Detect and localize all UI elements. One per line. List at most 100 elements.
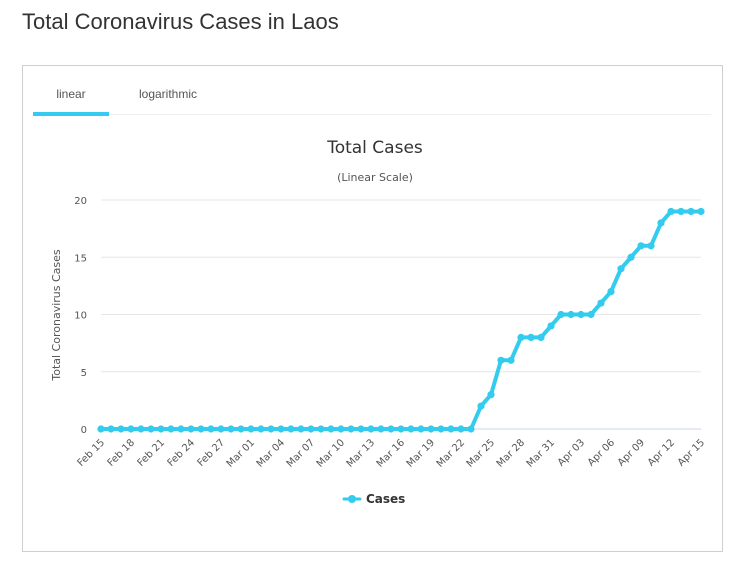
series-line[interactable] — [99, 209, 703, 431]
data-point[interactable] — [457, 425, 465, 433]
active-tab-indicator — [33, 112, 109, 116]
data-point[interactable] — [197, 425, 205, 433]
tab-logarithmic[interactable]: logarithmic — [136, 87, 200, 101]
y-tick-labels: 0 5 10 15 20 — [74, 196, 87, 436]
data-point[interactable] — [557, 310, 565, 319]
data-point[interactable] — [417, 425, 425, 433]
legend[interactable]: Cases — [342, 492, 405, 506]
data-point[interactable] — [297, 425, 305, 433]
chart-subtitle: (Linear Scale) — [337, 171, 413, 184]
data-point[interactable] — [617, 265, 625, 273]
data-point[interactable] — [537, 333, 545, 341]
data-point[interactable] — [667, 207, 675, 216]
data-point[interactable] — [267, 425, 275, 433]
y-axis-label: Total Coronavirus Cases — [50, 249, 63, 382]
data-point[interactable] — [447, 425, 455, 433]
data-point[interactable] — [127, 425, 135, 433]
scale-tabs: linear logarithmic — [33, 66, 711, 116]
x-tick-label: Feb 21 — [136, 437, 168, 469]
data-point[interactable] — [107, 425, 115, 433]
data-point[interactable] — [327, 425, 335, 433]
y-tick-label: 0 — [81, 425, 87, 436]
data-point[interactable] — [317, 425, 325, 433]
data-point[interactable] — [477, 402, 485, 410]
x-tick-label: Mar 25 — [465, 437, 497, 469]
data-point[interactable] — [377, 425, 385, 433]
data-point[interactable] — [597, 299, 605, 307]
data-point[interactable] — [547, 322, 555, 330]
x-tick-label: Mar 19 — [405, 437, 437, 469]
data-point[interactable] — [167, 425, 175, 433]
data-point[interactable] — [187, 425, 195, 433]
data-point[interactable] — [307, 425, 315, 433]
y-tick-label: 10 — [74, 311, 87, 322]
page-title: Total Coronavirus Cases in Laos — [22, 9, 339, 34]
x-tick-label: Feb 27 — [196, 437, 228, 469]
data-point[interactable] — [407, 425, 415, 433]
data-point[interactable] — [247, 425, 255, 433]
x-tick-label: Feb 24 — [166, 437, 198, 469]
data-point[interactable] — [427, 425, 435, 433]
data-point[interactable] — [497, 356, 505, 364]
data-point[interactable] — [177, 425, 185, 433]
x-tick-label: Apr 12 — [646, 437, 677, 468]
data-point[interactable] — [607, 288, 615, 296]
tab-linear[interactable]: linear — [33, 87, 109, 116]
y-tick-label: 20 — [74, 196, 87, 207]
x-tick-label: Mar 31 — [525, 437, 557, 469]
data-point[interactable] — [257, 425, 265, 433]
data-point[interactable] — [147, 425, 155, 433]
y-tick-label: 15 — [74, 253, 87, 264]
x-tick-label: Apr 06 — [586, 437, 617, 468]
data-point[interactable] — [437, 425, 445, 433]
data-point[interactable] — [367, 425, 375, 433]
data-point[interactable] — [287, 425, 295, 433]
data-point[interactable] — [647, 242, 655, 250]
data-point[interactable] — [567, 310, 575, 319]
x-tick-label: Mar 01 — [225, 437, 257, 469]
legend-marker-dot — [348, 495, 356, 503]
tab-logarithmic-label: logarithmic — [138, 87, 198, 101]
data-point[interactable] — [97, 425, 105, 433]
data-point[interactable] — [397, 425, 405, 433]
data-point[interactable] — [157, 425, 165, 433]
data-point[interactable] — [207, 425, 215, 433]
data-point[interactable] — [697, 207, 705, 216]
data-point[interactable] — [277, 425, 285, 433]
data-point[interactable] — [467, 425, 475, 433]
data-point[interactable] — [677, 207, 685, 216]
x-tick-label: Feb 15 — [76, 437, 108, 469]
data-point[interactable] — [507, 356, 515, 364]
x-tick-label: Mar 10 — [315, 437, 347, 469]
series-cases[interactable] — [97, 207, 705, 433]
x-tick-label: Mar 16 — [375, 437, 407, 469]
chart-title: Total Cases — [326, 138, 423, 158]
data-point[interactable] — [117, 425, 125, 433]
data-point[interactable] — [487, 391, 495, 399]
tab-linear-label: linear — [56, 87, 86, 101]
data-point[interactable] — [227, 425, 235, 433]
data-point[interactable] — [337, 425, 345, 433]
x-tick-label: Mar 13 — [345, 437, 377, 469]
data-point[interactable] — [527, 333, 535, 341]
x-tick-label: Apr 15 — [676, 437, 707, 468]
data-point[interactable] — [137, 425, 145, 433]
data-point[interactable] — [657, 219, 665, 227]
data-point[interactable] — [687, 207, 695, 216]
data-point[interactable] — [587, 310, 595, 319]
data-point[interactable] — [637, 242, 645, 250]
x-tick-label: Apr 09 — [616, 437, 647, 468]
x-tick-label: Mar 04 — [255, 437, 287, 469]
x-tick-label: Mar 28 — [495, 437, 527, 469]
data-point[interactable] — [347, 425, 355, 433]
data-point[interactable] — [237, 425, 245, 433]
x-tick-label: Mar 22 — [435, 437, 467, 469]
data-point[interactable] — [357, 425, 365, 433]
data-point[interactable] — [627, 253, 635, 261]
data-point[interactable] — [577, 310, 585, 319]
y-tick-label: 5 — [81, 368, 87, 379]
data-point[interactable] — [387, 425, 395, 433]
data-point[interactable] — [517, 333, 525, 341]
data-point[interactable] — [217, 425, 225, 433]
